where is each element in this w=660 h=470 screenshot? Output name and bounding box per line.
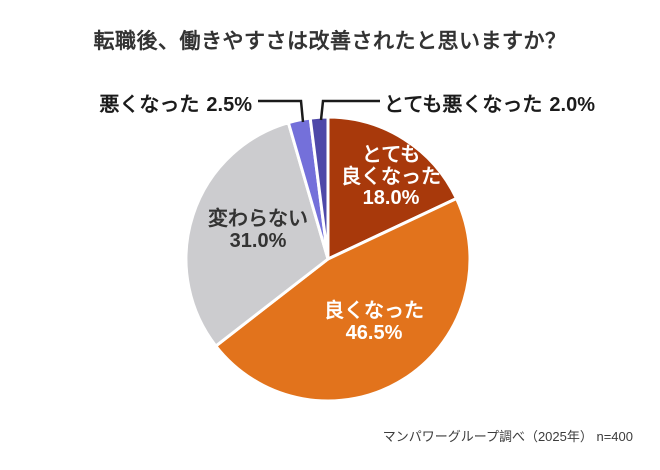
label-unchanged-text: 変わらない: [208, 208, 308, 230]
callout-line-much-worse: [319, 99, 380, 121]
label-much-worse-value: 2.0%: [549, 94, 595, 116]
label-much-better-text-line1: とても: [361, 144, 421, 166]
pie-slice-0: [326, 115, 458, 261]
callout-line-worse: [258, 99, 305, 123]
label-worse: 悪くなった 2.5%: [99, 88, 252, 117]
pie-slices: [184, 115, 472, 403]
label-unchanged-value: 31.0%: [229, 229, 287, 252]
pie-slice-4: [308, 115, 330, 261]
label-worse-value: 2.5%: [206, 94, 252, 116]
label-better-text: 良くなった: [324, 300, 424, 322]
chart-title: 転職後、働きやすさは改善されたと思いますか？: [93, 30, 567, 53]
pie-slice-1: [214, 197, 472, 403]
label-worse-text: 悪くなった: [99, 94, 200, 116]
label-much-worse-text: とても悪くなった: [384, 94, 543, 116]
label-much-better-value: 18.0%: [362, 187, 420, 209]
label-better: 良くなった 46.5%: [324, 300, 424, 344]
pie-slice-2: [184, 121, 330, 348]
label-much-better-text-line2: 良くなった: [341, 165, 441, 188]
label-unchanged: 変わらない 31.0%: [208, 208, 308, 252]
label-much-worse: とても悪くなった 2.0%: [384, 88, 595, 117]
label-better-value: 46.5%: [345, 321, 403, 344]
label-much-better: とても 良くなった 18.0%: [341, 144, 441, 210]
source-note: マンパワーグループ調べ（2025年） n=400: [382, 429, 633, 444]
